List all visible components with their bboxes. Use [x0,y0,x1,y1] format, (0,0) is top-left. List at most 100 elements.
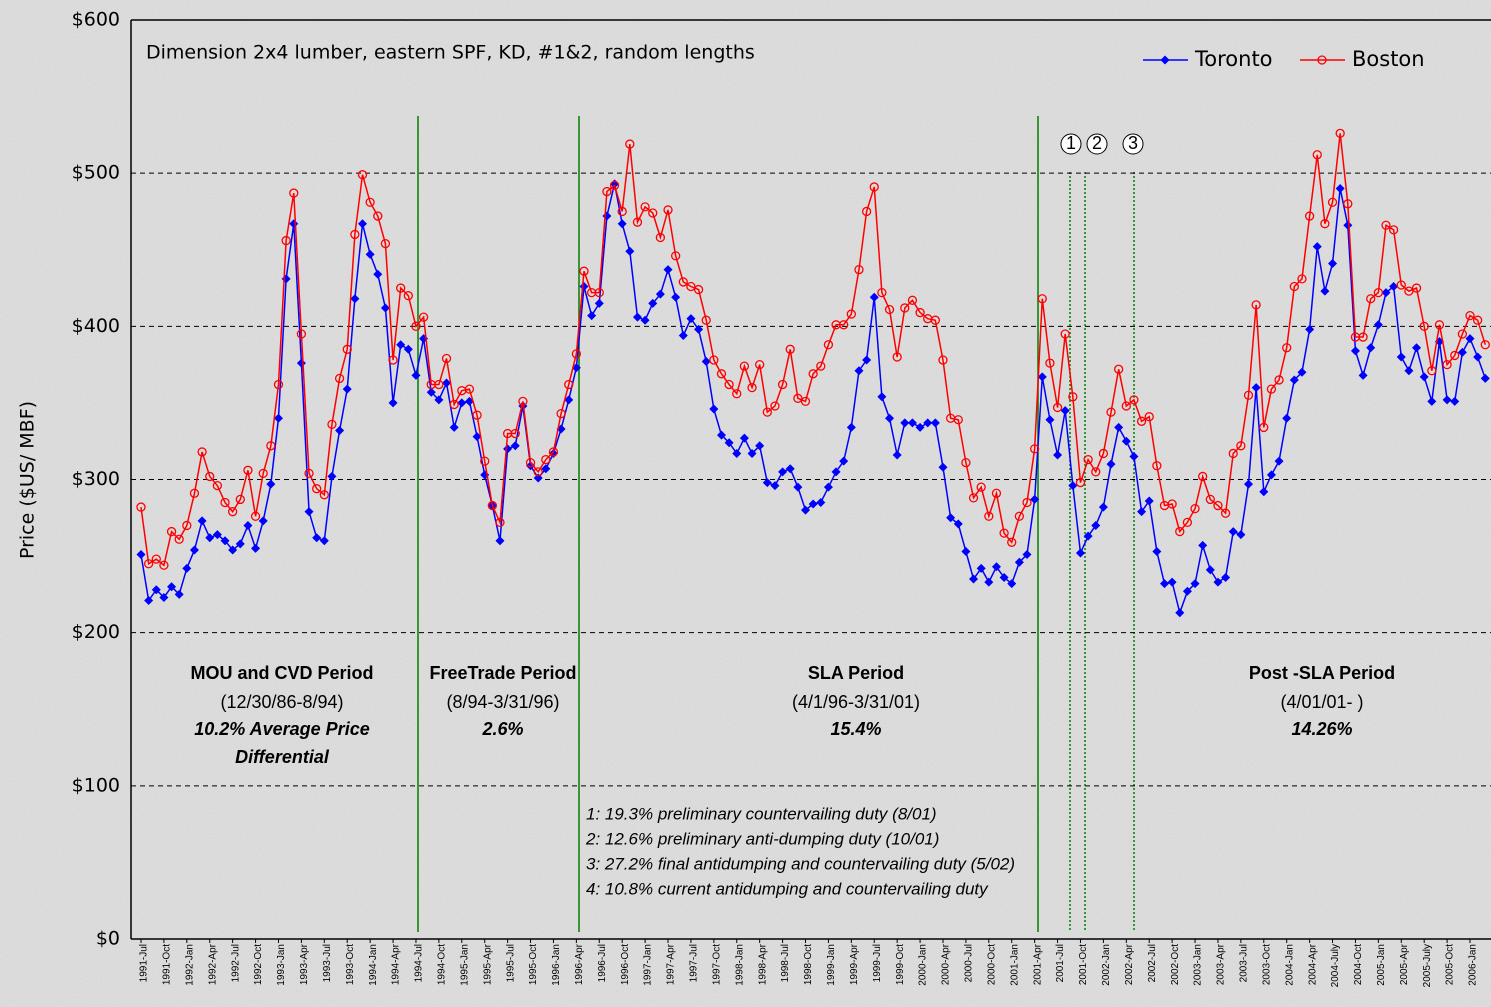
diamond-marker [1282,413,1292,423]
diamond-marker [1037,372,1047,382]
diamond-marker [793,482,803,492]
circle-marker [816,361,826,371]
circle-marker [556,408,566,419]
diamond-marker [1343,220,1353,230]
diamond-marker [839,456,849,466]
diamond-marker [854,366,864,376]
x-tick-label: 1995-Oct [528,944,539,985]
diamond-marker [449,422,459,432]
circle-marker [823,340,834,350]
diamond-marker [1350,346,1360,356]
circle-marker [999,528,1009,538]
diamond-marker [197,516,207,526]
diamond-marker [235,539,245,549]
diamond-marker [1106,459,1116,469]
x-tick-label: 1992-Apr [207,943,218,985]
circle-marker [1068,392,1078,402]
diamond-marker [434,395,444,405]
circle-marker [1327,197,1338,207]
x-tick-label: 2005-Oct [1445,944,1456,985]
diamond-marker [1205,565,1215,575]
diamond-marker [327,471,337,481]
x-tick-label: 1998-Oct [803,944,814,985]
circle-marker [1304,211,1315,221]
circle-marker [1213,500,1223,511]
circle-marker [907,295,918,305]
circle-marker [709,355,719,365]
circle-marker [441,353,452,364]
x-tick-label: 1993-Jul [322,944,333,982]
circle-marker [609,180,620,191]
circle-marker [915,307,925,318]
circle-marker [1190,503,1200,514]
diamond-marker [1152,546,1162,556]
circle-marker [1114,364,1124,374]
diamond-marker [205,533,215,543]
diamond-marker [915,422,925,432]
diamond-marker [785,464,795,474]
circle-marker [1381,220,1391,230]
x-tick-label: 1997-Apr [666,943,677,985]
y-axis-label: Price ($US/ MBF) [17,401,39,559]
circle-marker [1335,128,1345,138]
x-tick-label: 2004-Oct [1353,944,1364,985]
diamond-marker [220,536,230,546]
x-tick-label: 2000-Apr [941,943,952,985]
circle-marker [846,309,856,319]
y-tick-label: $500 [72,162,120,184]
event-number: 2 [1092,133,1102,153]
diamond-marker [1373,320,1383,330]
diamond-marker [747,448,757,458]
circle-marker [991,488,1002,498]
circle-marker [671,251,681,261]
diamond-marker [1060,406,1070,416]
circle-marker [1075,477,1086,488]
circle-marker [266,441,276,451]
event-number: 1 [1066,133,1076,153]
circle-marker [648,208,658,218]
circle-marker [1228,448,1238,459]
diamond-marker [1266,470,1276,480]
diamond-marker [144,596,154,606]
circle-marker [434,379,444,390]
circle-marker [1236,441,1246,451]
diamond-marker [411,370,421,380]
circle-marker [1022,497,1032,508]
diamond-marker [617,219,627,229]
circle-marker [281,235,291,246]
circle-marker [1388,225,1399,235]
x-tick-label: 1992-Jul [230,944,241,982]
diamond-marker [251,543,261,553]
circle-marker [480,456,490,466]
circle-marker [1037,294,1047,304]
circle-marker [1052,402,1063,413]
circle-marker [861,206,872,217]
circle-marker [854,265,864,275]
circle-marker [411,321,421,331]
circle-marker [777,379,788,390]
diamond-marker [686,314,696,324]
diamond-marker [335,425,345,435]
diamond-marker [541,464,551,474]
x-tick-label: 2002-Oct [1170,944,1181,985]
circle-marker [892,352,902,362]
diamond-marker [1068,481,1078,491]
circle-marker [220,497,230,508]
diamond-marker [663,265,673,275]
diamond-marker [991,562,1001,572]
period-title: Post -SLA Period [1249,663,1395,683]
diamond-marker [1190,579,1200,589]
x-tick-label: 1994-Oct [437,944,448,985]
x-tick-label: 2004-Apr [1307,943,1318,985]
circle-marker [1427,366,1437,376]
diamond-marker [1419,372,1429,382]
circle-marker [1480,340,1490,350]
circle-marker [1442,359,1452,370]
x-tick-label: 1995-Jan [459,944,470,986]
circle-marker [525,458,536,468]
diamond-marker [755,441,765,451]
circle-marker [632,217,643,227]
diamond-marker [694,324,704,334]
circle-marker [357,170,368,180]
